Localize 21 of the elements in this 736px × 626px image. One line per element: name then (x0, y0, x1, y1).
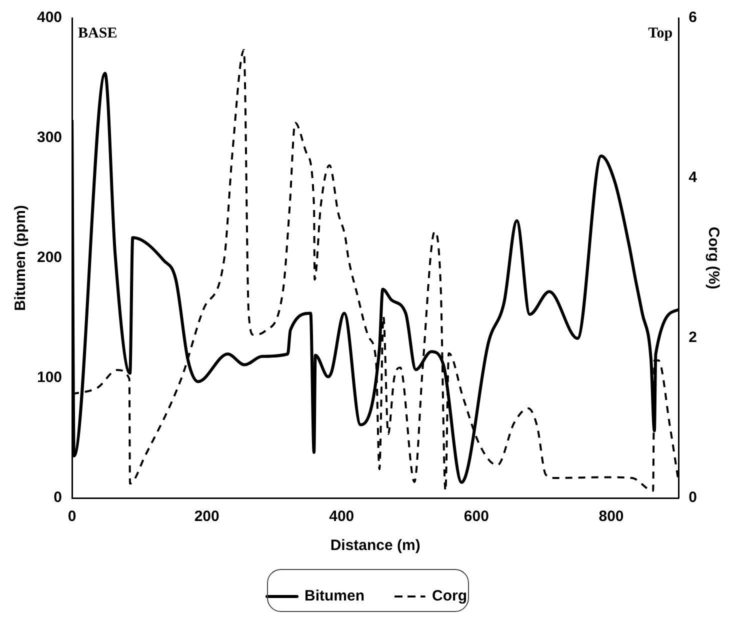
annotation: Top (648, 25, 673, 42)
x-tick-label: 400 (329, 508, 354, 526)
y-tick-label: 300 (36, 129, 62, 146)
y-tick-label: 100 (36, 369, 62, 386)
legend-label: Corg (432, 588, 467, 605)
x-tick-label: 600 (464, 508, 489, 526)
x-axis-title: Distance (m) (330, 537, 420, 554)
y-tick-label: 200 (36, 249, 62, 266)
legend-label: Bitumen (304, 588, 364, 605)
y2-axis-title: Corg (%) (704, 226, 722, 290)
x-tick-label: 800 (598, 508, 624, 526)
y-axis-title: Bitumen (ppm) (12, 205, 30, 311)
y-tick-label: 400 (36, 9, 62, 26)
y2-tick-label: 2 (688, 329, 697, 346)
x-tick-label: 0 (68, 508, 76, 526)
annotation: BASE (78, 25, 118, 42)
y2-tick-label: 4 (688, 169, 698, 186)
y-tick-label: 0 (54, 489, 62, 506)
x-tick-label: 200 (194, 508, 220, 526)
y2-tick-label: 6 (688, 9, 697, 26)
y2-tick-label: 0 (688, 489, 697, 506)
